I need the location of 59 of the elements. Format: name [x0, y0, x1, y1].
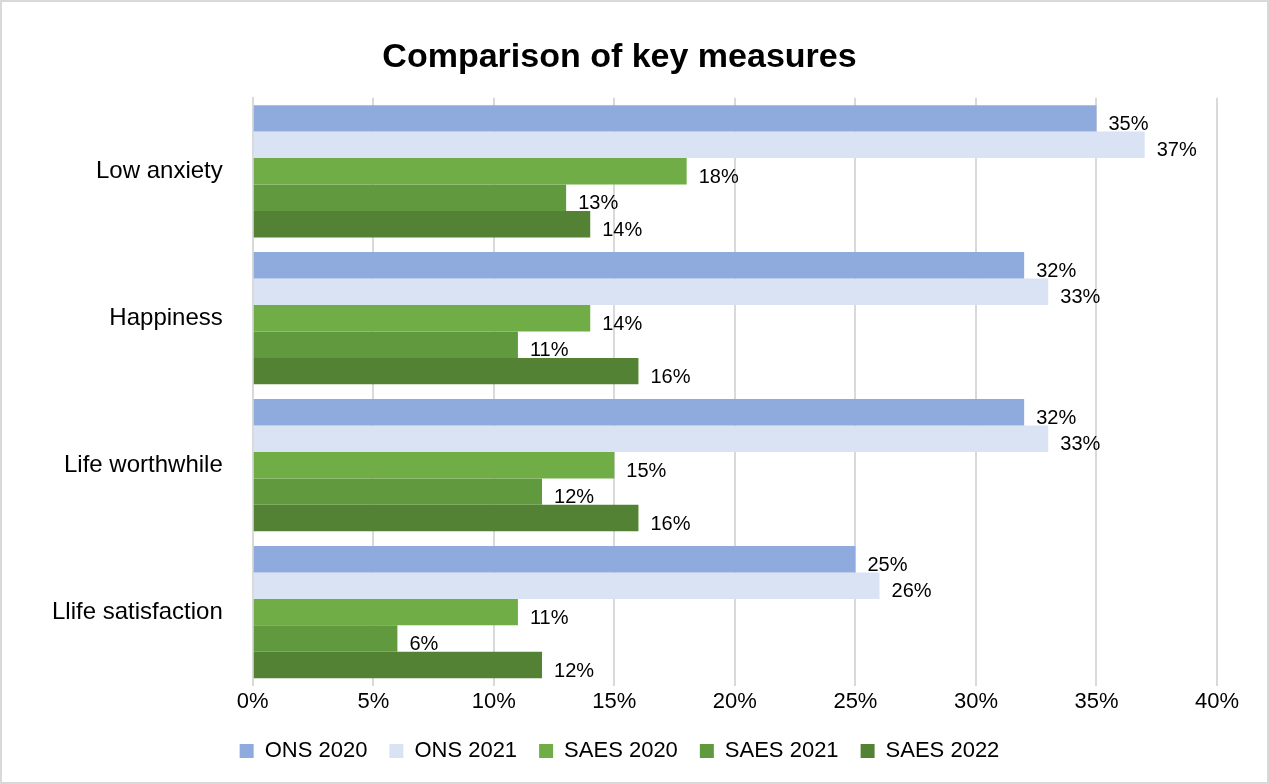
bar	[253, 357, 639, 385]
x-tick-label: 20%	[712, 687, 757, 713]
data-label: 16%	[650, 511, 691, 534]
bar	[253, 158, 687, 185]
chart-title: Comparison of key measures	[382, 35, 857, 74]
bar	[253, 305, 591, 332]
legend-label: SAES 2022	[885, 737, 1000, 763]
data-label: 6%	[409, 632, 439, 655]
y-tick-label: Low anxiety	[96, 155, 223, 183]
data-label: 32%	[1036, 405, 1077, 428]
x-tick-label: 40%	[1194, 687, 1240, 713]
x-tick-label: 25%	[833, 687, 878, 713]
bar	[253, 184, 567, 211]
legend-label: ONS 2020	[264, 737, 368, 763]
bar	[253, 478, 543, 505]
y-tick-label: Life worthwhile	[64, 449, 223, 477]
data-label: 35%	[1108, 111, 1149, 134]
bar	[253, 331, 518, 358]
data-label: 33%	[1060, 432, 1101, 455]
data-label: 37%	[1156, 138, 1197, 161]
data-label: 11%	[529, 605, 569, 628]
bar	[253, 451, 615, 479]
legend-label: ONS 2021	[414, 737, 518, 763]
legend-label: SAES 2021	[724, 737, 839, 763]
x-tick-label: 35%	[1074, 687, 1119, 713]
bar	[253, 425, 1049, 452]
bar	[253, 210, 591, 238]
bar	[253, 625, 398, 652]
data-label: 32%	[1036, 258, 1077, 281]
data-label: 13%	[578, 191, 619, 214]
data-label: 14%	[602, 311, 643, 334]
data-label: 25%	[867, 552, 908, 575]
bar	[253, 278, 1049, 305]
x-tick-label: 5%	[357, 687, 390, 713]
data-label: 26%	[891, 579, 932, 602]
x-tick-label: 0%	[236, 687, 269, 713]
bar	[253, 546, 856, 573]
data-label: 33%	[1060, 285, 1101, 308]
x-tick-label: 15%	[592, 687, 637, 713]
data-label: 12%	[554, 658, 595, 681]
data-label: 15%	[626, 458, 667, 481]
legend-label: SAES 2020	[564, 737, 678, 763]
bar	[253, 598, 518, 626]
bar	[253, 572, 880, 599]
bar	[253, 105, 1097, 132]
bar	[253, 131, 1145, 159]
bar	[253, 504, 639, 532]
data-label: 14%	[602, 217, 643, 240]
y-tick-label: Llife satisfaction	[51, 596, 223, 624]
data-label: 18%	[698, 164, 739, 187]
bar	[253, 252, 1025, 279]
y-tick-label: Happiness	[109, 302, 223, 330]
x-tick-label: 10%	[471, 687, 516, 713]
bar	[253, 651, 543, 679]
data-label: 11%	[529, 338, 569, 361]
data-label: 16%	[650, 364, 691, 387]
x-tick-label: 30%	[953, 687, 998, 713]
bar	[253, 399, 1025, 426]
data-label: 12%	[554, 485, 595, 508]
